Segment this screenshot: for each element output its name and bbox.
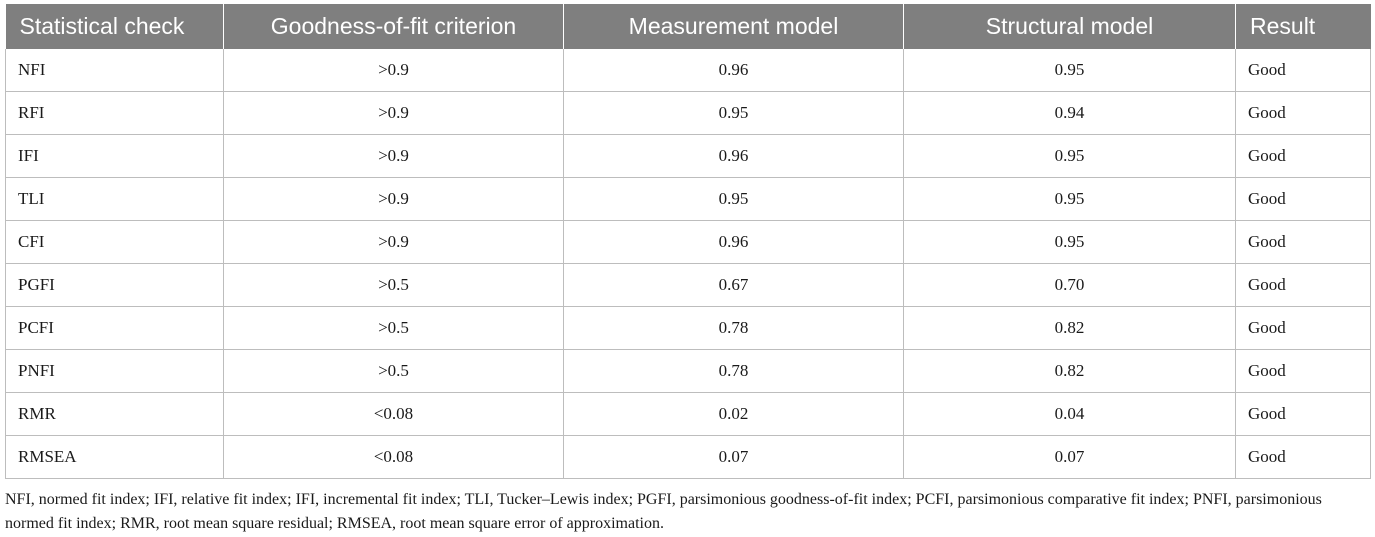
header-structural-model: Structural model <box>903 4 1236 49</box>
cell-criterion: <0.08 <box>223 392 564 436</box>
cell-result: Good <box>1235 134 1371 178</box>
cell-result: Good <box>1235 306 1371 350</box>
cell-statistical-check: NFI <box>5 49 224 92</box>
cell-statistical-check: CFI <box>5 220 224 264</box>
table-row: PCFI >0.5 0.78 0.82 Good <box>5 306 1371 350</box>
cell-criterion: >0.5 <box>223 349 564 393</box>
cell-statistical-check: PNFI <box>5 349 224 393</box>
cell-result: Good <box>1235 392 1371 436</box>
cell-measurement-model: 0.02 <box>563 392 904 436</box>
cell-measurement-model: 0.96 <box>563 134 904 178</box>
cell-structural-model: 0.95 <box>903 177 1236 221</box>
cell-result: Good <box>1235 435 1371 479</box>
table-row: TLI >0.9 0.95 0.95 Good <box>5 177 1371 221</box>
table-row: PGFI >0.5 0.67 0.70 Good <box>5 263 1371 307</box>
cell-criterion: >0.9 <box>223 91 564 135</box>
cell-structural-model: 0.95 <box>903 220 1236 264</box>
header-goodness-of-fit-criterion: Goodness-of-fit criterion <box>223 4 564 49</box>
cell-criterion: >0.9 <box>223 177 564 221</box>
cell-result: Good <box>1235 263 1371 307</box>
table-footnote: NFI, normed fit index; IFI, relative fit… <box>5 491 1322 532</box>
cell-criterion: >0.5 <box>223 263 564 307</box>
cell-measurement-model: 0.07 <box>563 435 904 479</box>
fit-indices-table: Statistical check Goodness-of-fit criter… <box>5 4 1371 479</box>
cell-criterion: >0.9 <box>223 134 564 178</box>
cell-structural-model: 0.94 <box>903 91 1236 135</box>
cell-criterion: >0.9 <box>223 49 564 92</box>
cell-structural-model: 0.95 <box>903 134 1236 178</box>
cell-structural-model: 0.07 <box>903 435 1236 479</box>
cell-statistical-check: IFI <box>5 134 224 178</box>
cell-result: Good <box>1235 49 1371 92</box>
cell-statistical-check: RMR <box>5 392 224 436</box>
table-header-row: Statistical check Goodness-of-fit criter… <box>5 4 1371 49</box>
cell-statistical-check: RFI <box>5 91 224 135</box>
table-body: NFI >0.9 0.96 0.95 Good RFI >0.9 0.95 0.94 Good IF… <box>5 49 1371 479</box>
header-result: Result <box>1235 4 1371 49</box>
header-measurement-model: Measurement model <box>563 4 904 49</box>
cell-criterion: >0.9 <box>223 220 564 264</box>
table-row: RMSEA <0.08 0.07 0.07 Good <box>5 435 1371 479</box>
cell-structural-model: 0.82 <box>903 306 1236 350</box>
cell-statistical-check: RMSEA <box>5 435 224 479</box>
cell-result: Good <box>1235 91 1371 135</box>
cell-structural-model: 0.82 <box>903 349 1236 393</box>
cell-measurement-model: 0.78 <box>563 306 904 350</box>
table-row: IFI >0.9 0.96 0.95 Good <box>5 134 1371 178</box>
cell-structural-model: 0.04 <box>903 392 1236 436</box>
cell-statistical-check: TLI <box>5 177 224 221</box>
cell-structural-model: 0.70 <box>903 263 1236 307</box>
table-row: RFI >0.9 0.95 0.94 Good <box>5 91 1371 135</box>
header-statistical-check: Statistical check <box>5 4 224 49</box>
cell-criterion: <0.08 <box>223 435 564 479</box>
cell-measurement-model: 0.96 <box>563 220 904 264</box>
cell-measurement-model: 0.67 <box>563 263 904 307</box>
cell-measurement-model: 0.96 <box>563 49 904 92</box>
cell-criterion: >0.5 <box>223 306 564 350</box>
cell-statistical-check: PGFI <box>5 263 224 307</box>
cell-result: Good <box>1235 177 1371 221</box>
cell-result: Good <box>1235 220 1371 264</box>
table-row: PNFI >0.5 0.78 0.82 Good <box>5 349 1371 393</box>
cell-result: Good <box>1235 349 1371 393</box>
cell-statistical-check: PCFI <box>5 306 224 350</box>
table-row: RMR <0.08 0.02 0.04 Good <box>5 392 1371 436</box>
table-row: CFI >0.9 0.96 0.95 Good <box>5 220 1371 264</box>
cell-measurement-model: 0.78 <box>563 349 904 393</box>
table-row: NFI >0.9 0.96 0.95 Good <box>5 49 1371 92</box>
cell-measurement-model: 0.95 <box>563 91 904 135</box>
cell-measurement-model: 0.95 <box>563 177 904 221</box>
cell-structural-model: 0.95 <box>903 49 1236 92</box>
